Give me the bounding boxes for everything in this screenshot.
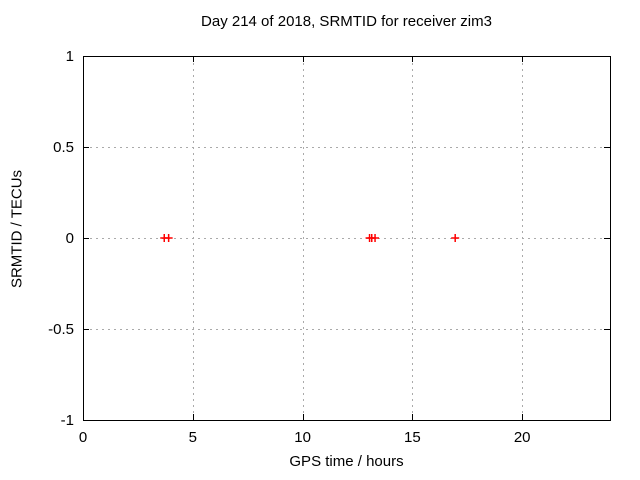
x-tick-label: 0	[79, 429, 87, 446]
chart-title: Day 214 of 2018, SRMTID for receiver zim…	[201, 13, 492, 30]
y-tick-label: 0.5	[53, 139, 74, 156]
y-tick-label: 0	[66, 230, 74, 247]
y-tick-label: -1	[61, 412, 74, 429]
x-tick-label: 5	[189, 429, 197, 446]
y-tick-label: 1	[66, 48, 74, 65]
x-axis-title: GPS time / hours	[289, 453, 404, 470]
x-tick-label: 20	[514, 429, 531, 446]
x-tick-label: 15	[404, 429, 421, 446]
x-tick-label: 10	[294, 429, 311, 446]
y-tick-label: -0.5	[48, 321, 74, 338]
